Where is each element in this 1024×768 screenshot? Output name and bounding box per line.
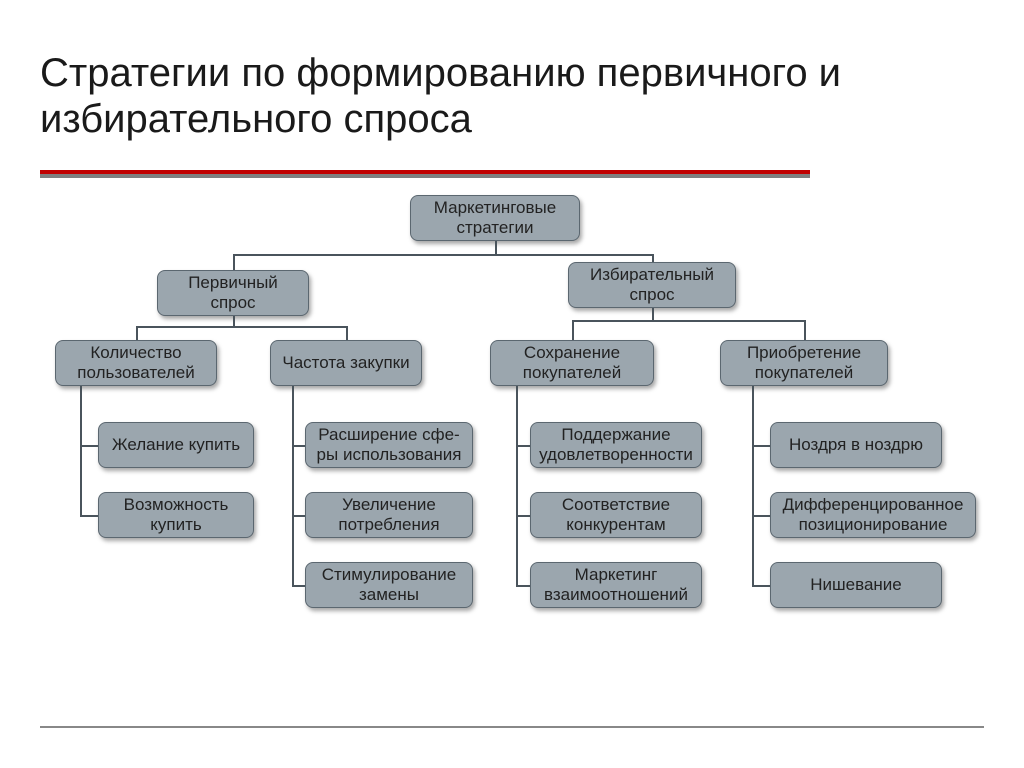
connector [136, 326, 138, 340]
slide: Стратегии по формированию первичного и и… [0, 0, 1024, 768]
node-l1b: Избирательный спрос [568, 262, 736, 308]
node-l2c: Сохранение покупателей [490, 340, 654, 386]
footer-divider [40, 726, 984, 728]
connector [516, 445, 530, 447]
node-d1: Ноздря в ноздрю [770, 422, 942, 468]
connector [136, 326, 235, 328]
connector [752, 515, 770, 517]
connector [652, 308, 654, 320]
node-b3: Стимулирование замены [305, 562, 473, 608]
node-d2: Дифференцированное позиционирование [770, 492, 976, 538]
connector [652, 254, 654, 262]
connector [80, 445, 98, 447]
connector [80, 515, 98, 517]
connector [80, 386, 82, 515]
connector [752, 585, 770, 587]
connector [233, 326, 348, 328]
node-l1a: Первичный спрос [157, 270, 309, 316]
node-c3: Маркетинг взаимоотношений [530, 562, 702, 608]
node-root: Маркетинговые стратегии [410, 195, 580, 241]
node-a1: Желание купить [98, 422, 254, 468]
connector [516, 585, 530, 587]
connector [233, 254, 497, 256]
node-d3: Нишевание [770, 562, 942, 608]
connector [516, 386, 518, 585]
connector [292, 585, 305, 587]
node-l2d: Приобретение покупателей [720, 340, 888, 386]
node-b1: Расширение сфе-ры использования [305, 422, 473, 468]
node-b2: Увеличение потребления [305, 492, 473, 538]
connector [652, 320, 806, 322]
hierarchy-diagram: Маркетинговые стратегии Первичный спрос Из… [0, 0, 1024, 768]
node-c2: Соответствие конкурентам [530, 492, 702, 538]
connector [572, 320, 654, 322]
node-l2b: Частота закупки [270, 340, 422, 386]
connector [292, 445, 305, 447]
connector [233, 254, 235, 270]
connector [804, 320, 806, 340]
node-l2a: Количество пользователей [55, 340, 217, 386]
connector [292, 386, 294, 585]
connector [495, 241, 497, 254]
connector [516, 515, 530, 517]
connector [495, 254, 654, 256]
connector [752, 386, 754, 585]
connector [233, 316, 235, 326]
connector [292, 515, 305, 517]
node-c1: Поддержание удовлетворенности [530, 422, 702, 468]
connector [346, 326, 348, 340]
connector [572, 320, 574, 340]
connector [752, 445, 770, 447]
node-a2: Возможность купить [98, 492, 254, 538]
